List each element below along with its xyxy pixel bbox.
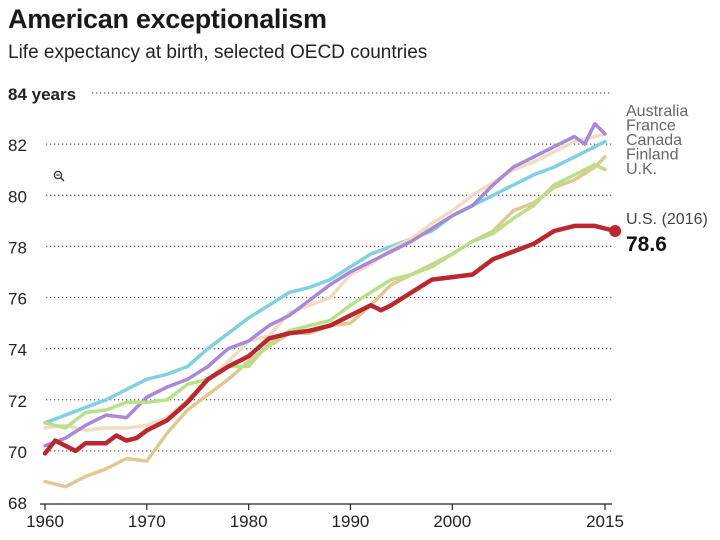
y-tick-label: 76 [8, 290, 27, 309]
x-tick-label: 2000 [433, 512, 471, 531]
y-tick-label: 72 [8, 392, 27, 411]
series-line-canada [43, 139, 607, 425]
legend-label: U.K. [626, 161, 657, 178]
legend-label: Finland [626, 147, 678, 164]
legend-label: France [626, 118, 676, 135]
zoom-out-icon[interactable] [53, 170, 65, 182]
series-lines [42, 121, 622, 489]
y-tick-label: 78 [8, 238, 27, 257]
us-value-label: 78.6 [626, 233, 667, 256]
chart-title: American exceptionalism [8, 4, 327, 34]
y-tick-label-top: 84 years [8, 85, 76, 104]
legend-label: Canada [626, 132, 682, 149]
chart-subtitle: Life expectancy at birth, selected OECD … [8, 42, 428, 63]
y-tick-label: 82 [8, 136, 27, 155]
x-tick-label: 2015 [586, 512, 624, 531]
us-endpoint-dot [609, 225, 622, 238]
x-tick-label: 1960 [26, 512, 64, 531]
legend-label: Australia [626, 103, 688, 120]
x-tick-label: 1980 [230, 512, 268, 531]
gridlines [46, 92, 612, 452]
series-line-u-k [43, 162, 607, 430]
x-tick-label: 1990 [332, 512, 370, 531]
series-line-france [43, 121, 607, 448]
series-line-australia [43, 132, 607, 433]
y-tick-label: 74 [8, 341, 27, 360]
x-tick-label: 1970 [128, 512, 166, 531]
y-tick-label: 70 [8, 443, 27, 462]
series-line-u-s [42, 223, 618, 456]
y-tick-label: 68 [8, 494, 27, 513]
us-series-label: U.S. (2016) [626, 211, 708, 228]
axes: 84 years 68 70 72 74 76 78 80 82 1960 1970 1980 1990… [8, 85, 624, 531]
y-tick-label: 80 [8, 187, 27, 206]
